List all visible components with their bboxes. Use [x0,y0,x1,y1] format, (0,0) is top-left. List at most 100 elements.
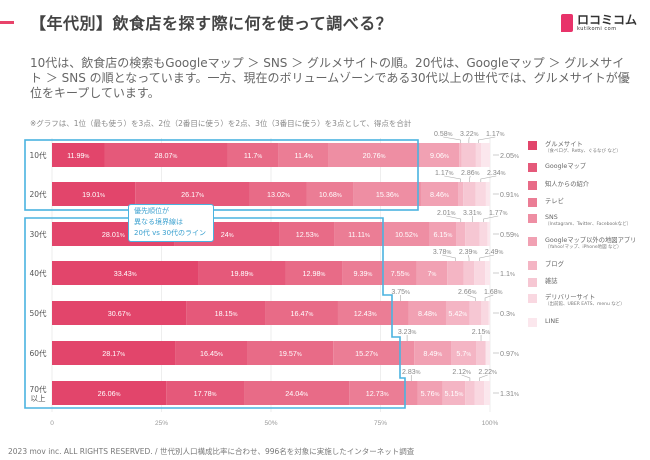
logo-text: ロコミコム [577,13,638,27]
data-label: 3.78% [433,249,452,256]
bar-segment [383,222,430,246]
data-label: 2.15% [472,329,491,336]
category-label: 20代 [29,189,47,199]
data-label: 28.01% [102,230,125,239]
data-label: 8.46% [430,190,449,199]
data-label: 13.02% [267,190,290,199]
data-label: 5.15% [445,389,464,398]
legend-swatch [528,294,537,303]
bar-segment [485,341,490,365]
data-label: 7% [427,269,436,278]
bar-segment [333,341,401,365]
bar-segment [408,301,446,325]
leader-line [467,294,476,301]
data-label: 0.3% [500,309,515,318]
bar-segment [469,301,482,325]
bar-segment [52,301,187,325]
bar-segment [353,182,421,206]
bar-segment [52,381,167,405]
callout-line3: 20代 vs 30代のライン [134,229,207,237]
page-title: 【年代別】飲食店を探す際に何を使って調べる？ [30,14,393,33]
data-label: 2.49% [485,249,504,256]
bar-segment [476,341,486,365]
bar-segment [459,143,462,167]
leader-line [467,254,470,261]
bar-segment [285,261,343,285]
bar-segment [198,261,286,285]
legend-item: デリバリーサイト （出前館、UBER EATS、menu など） [528,293,625,308]
data-label: 16.47% [290,309,313,318]
data-label: 3.22% [460,131,479,138]
leader-line [479,374,488,381]
data-label: 28.17% [102,349,125,358]
x-tick-label: 0 [50,420,54,427]
legend-sublabel: （出前館、UBER EATS、menu など） [545,302,625,307]
data-label: 8.48% [418,309,437,318]
data-label: 11.4% [294,151,312,160]
data-label: 9.06% [430,151,449,160]
leader-line [444,175,461,182]
x-tick-label: 50% [264,420,277,427]
data-label: 0.58% [434,131,453,138]
data-label: 2.39% [459,249,478,256]
legend-sublabel: （食べログ、Retty、ぐるなび など） [545,149,621,154]
legend-label: SNS （Instagram、Twitter、Facebookなど） [545,214,632,227]
data-label: 15.27% [355,349,378,358]
bar-segment [337,301,393,325]
bar-segment [52,143,105,167]
legend-sublabel: （Instagram、Twitter、Facebookなど） [545,222,632,227]
data-label: 12.98% [303,269,326,278]
data-label: 26.17% [181,190,204,199]
bar-segment [420,182,459,206]
data-label: 26.06% [98,389,121,398]
category-label: 40代 [29,268,47,278]
bar-segment [392,301,409,325]
category-label: 30代 [29,229,47,239]
data-label: 2.01% [437,210,456,217]
logo: ロコミコム kutikomi com [561,14,637,32]
bar-segment [474,381,485,405]
callout-annotation: 優先順位が 異なる境界線は 20代 vs 30代のライン [128,204,214,242]
data-label: 3.31% [463,210,482,217]
bar-segment [442,381,466,405]
legend-label: Googleマップ [545,163,587,170]
footer: 2023 mov inc. ALL RIGHTS RESERVED. / 世代別… [8,447,415,456]
leader-line [483,215,499,222]
data-label: 33.43% [114,269,137,278]
legend-item: Googleマップ [528,162,586,172]
bar-segment [52,182,136,206]
legend-item: テレビ [528,197,564,207]
bar-segment [416,261,448,285]
bar-segment [52,261,199,285]
bar-segment [400,341,415,365]
legend-label: LINE [545,318,560,325]
leader-line [446,215,462,222]
legend-swatch [528,237,537,246]
legend-swatch [528,181,537,190]
logo-sub: kutikomi com [577,26,617,32]
bar-segment [429,222,457,246]
bar-segment [475,182,486,206]
data-label: 2.05% [500,151,519,160]
bar-segment [349,381,406,405]
highlight-box-10s-20s [24,139,419,211]
legend-item: LINE [528,317,559,327]
bar-segment [175,341,248,365]
legend-label: グルメサイト （食べログ、Retty、ぐるなび など） [545,141,621,154]
category-label: 50代 [29,308,47,318]
bar-segment [249,182,307,206]
legend-item: グルメサイト （食べログ、Retty、ぐるなび など） [528,140,621,155]
bar-segment [479,222,488,246]
leader-line [478,136,496,143]
description: 10代は、飲食店の検索もGoogleマップ ＞ SNS ＞ グルメサイトの順。2… [30,56,630,100]
data-label: 19.57% [279,349,302,358]
legend-swatch [528,214,537,223]
bar-segment [456,222,466,246]
leader-line [443,136,461,143]
legend-label: デリバリーサイト （出前館、UBER EATS、menu など） [545,294,625,307]
data-label: 5.42% [448,309,467,318]
bar-segment [463,182,476,206]
leader-line [479,254,495,261]
legend-label: テレビ [545,198,564,205]
leader-line [461,374,471,381]
